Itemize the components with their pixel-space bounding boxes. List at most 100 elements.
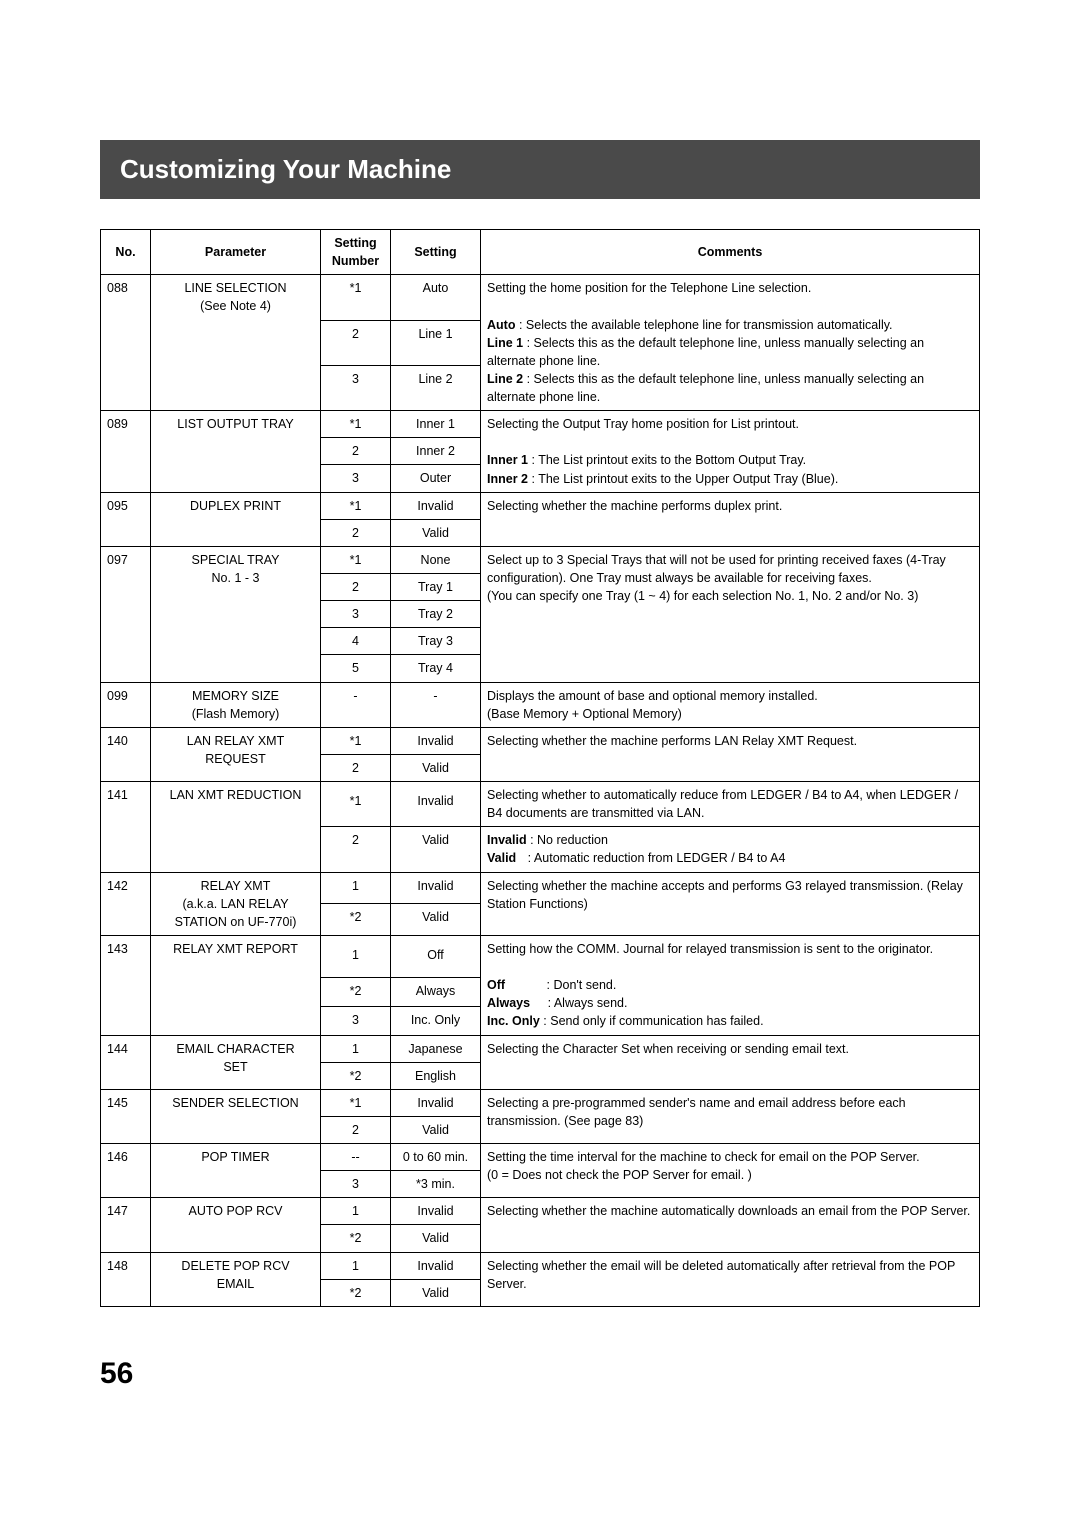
cell-setting: Valid [391, 904, 481, 936]
cell-setting: Tray 1 [391, 574, 481, 601]
param-text: SET [223, 1060, 247, 1074]
table-row: 148 DELETE POP RCV EMAIL 1 Invalid Selec… [101, 1252, 980, 1279]
cell-comments: Displays the amount of base and optional… [481, 682, 980, 727]
cell-parameter: POP TIMER [151, 1144, 321, 1198]
cell-setting: Japanese [391, 1035, 481, 1062]
cell-setting: Invalid [391, 727, 481, 754]
cell-setting: Tray 4 [391, 655, 481, 682]
comment-text: : Selects this as the default telephone … [487, 336, 924, 368]
param-text: LINE SELECTION [184, 281, 286, 295]
comment-text: : Selects the available telephone line f… [519, 318, 893, 332]
cell-setting: Valid [391, 1279, 481, 1306]
param-text: DELETE POP RCV [181, 1259, 289, 1273]
cell-setting: Inner 1 [391, 411, 481, 438]
cell-setting: None [391, 546, 481, 573]
cell-comments: Selecting whether the machine performs L… [481, 727, 980, 781]
cell-sn: 2 [321, 574, 391, 601]
cell-setting: Auto [391, 275, 481, 320]
cell-setting: Invalid [391, 1252, 481, 1279]
cell-parameter: DUPLEX PRINT [151, 492, 321, 546]
cell-sn: 1 [321, 1198, 391, 1225]
cell-no: 089 [101, 411, 151, 493]
cell-sn: -- [321, 1144, 391, 1171]
cell-sn: 2 [321, 754, 391, 781]
cell-sn: 3 [321, 1171, 391, 1198]
comment-label: Valid [487, 851, 516, 865]
table-row: 141 LAN XMT REDUCTION *1 Invalid Selecti… [101, 782, 980, 827]
table-row: 147 AUTO POP RCV 1 Invalid Selecting whe… [101, 1198, 980, 1225]
comment-label: Inc. Only [487, 1014, 540, 1028]
table-row: 145 SENDER SELECTION *1 Invalid Selectin… [101, 1089, 980, 1116]
cell-sn: 1 [321, 935, 391, 977]
cell-sn: *1 [321, 411, 391, 438]
cell-parameter: LAN RELAY XMT REQUEST [151, 727, 321, 781]
cell-setting: Line 1 [391, 320, 481, 365]
cell-sn: *2 [321, 977, 391, 1006]
param-text: STATION on UF-770i) [175, 915, 297, 929]
cell-setting: Tray 3 [391, 628, 481, 655]
cell-comments: Setting the time interval for the machin… [481, 1144, 980, 1198]
cell-parameter: LAN XMT REDUCTION [151, 782, 321, 873]
cell-setting: Always [391, 977, 481, 1006]
cell-sn: 3 [321, 1006, 391, 1035]
table-header-row: No. Parameter Setting Number Setting Com… [101, 230, 980, 275]
comment-text: Setting the home position for the Teleph… [487, 281, 811, 295]
comment-text: Setting how the COMM. Journal for relaye… [487, 942, 933, 956]
comment-text: : Don't send. [547, 978, 617, 992]
cell-setting: *3 min. [391, 1171, 481, 1198]
header-setting-number: Setting Number [321, 230, 391, 275]
cell-parameter: EMAIL CHARACTER SET [151, 1035, 321, 1089]
cell-comments: Invalid : No reduction Valid : Automatic… [481, 827, 980, 872]
cell-parameter: SENDER SELECTION [151, 1089, 321, 1143]
cell-sn: *1 [321, 727, 391, 754]
cell-no: 095 [101, 492, 151, 546]
cell-no: 147 [101, 1198, 151, 1252]
cell-setting: Invalid [391, 872, 481, 904]
comment-text: (0 = Does not check the POP Server for e… [487, 1168, 752, 1182]
cell-setting: English [391, 1062, 481, 1089]
comment-text: Select up to 3 Special Trays that will n… [487, 553, 946, 585]
comment-label: Always [487, 996, 530, 1010]
cell-parameter: SPECIAL TRAY No. 1 - 3 [151, 546, 321, 682]
cell-no: 142 [101, 872, 151, 935]
comment-text: : Selects this as the default telephone … [487, 372, 924, 404]
cell-sn: *1 [321, 492, 391, 519]
cell-sn: *2 [321, 904, 391, 936]
comment-label: Auto [487, 318, 515, 332]
param-text: LAN RELAY XMT [187, 734, 285, 748]
cell-setting: 0 to 60 min. [391, 1144, 481, 1171]
comment-text: Setting the time interval for the machin… [487, 1150, 920, 1164]
cell-comments: Selecting a pre-programmed sender's name… [481, 1089, 980, 1143]
cell-sn: 2 [321, 827, 391, 872]
cell-sn: 2 [321, 320, 391, 365]
comment-label: Line 1 [487, 336, 523, 350]
cell-sn: 2 [321, 438, 391, 465]
table-row: 097 SPECIAL TRAY No. 1 - 3 *1 None Selec… [101, 546, 980, 573]
param-text: SPECIAL TRAY [192, 553, 280, 567]
param-text: (Flash Memory) [192, 707, 280, 721]
cell-sn: 3 [321, 465, 391, 492]
comment-label: Line 2 [487, 372, 523, 386]
cell-setting: - [391, 682, 481, 727]
cell-sn: 2 [321, 519, 391, 546]
table-row: 099 MEMORY SIZE (Flash Memory) - - Displ… [101, 682, 980, 727]
cell-setting: Invalid [391, 1089, 481, 1116]
cell-parameter: RELAY XMT REPORT [151, 935, 321, 1035]
cell-sn: 2 [321, 1116, 391, 1143]
comment-text: Selecting the Output Tray home position … [487, 417, 799, 431]
comment-label: Inner 1 [487, 453, 528, 467]
table-row: 089 LIST OUTPUT TRAY *1 Inner 1 Selectin… [101, 411, 980, 438]
cell-sn: *2 [321, 1225, 391, 1252]
cell-no: 148 [101, 1252, 151, 1306]
comment-label: Off [487, 978, 505, 992]
cell-setting: Valid [391, 827, 481, 872]
param-text: (See Note 4) [200, 299, 271, 313]
cell-setting: Off [391, 935, 481, 977]
cell-setting: Valid [391, 754, 481, 781]
cell-sn: *1 [321, 546, 391, 573]
cell-comments: Selecting the Character Set when receivi… [481, 1035, 980, 1089]
cell-sn: *1 [321, 275, 391, 320]
cell-sn: 1 [321, 1035, 391, 1062]
cell-comments: Selecting whether the machine performs d… [481, 492, 980, 546]
param-text: MEMORY SIZE [192, 689, 279, 703]
